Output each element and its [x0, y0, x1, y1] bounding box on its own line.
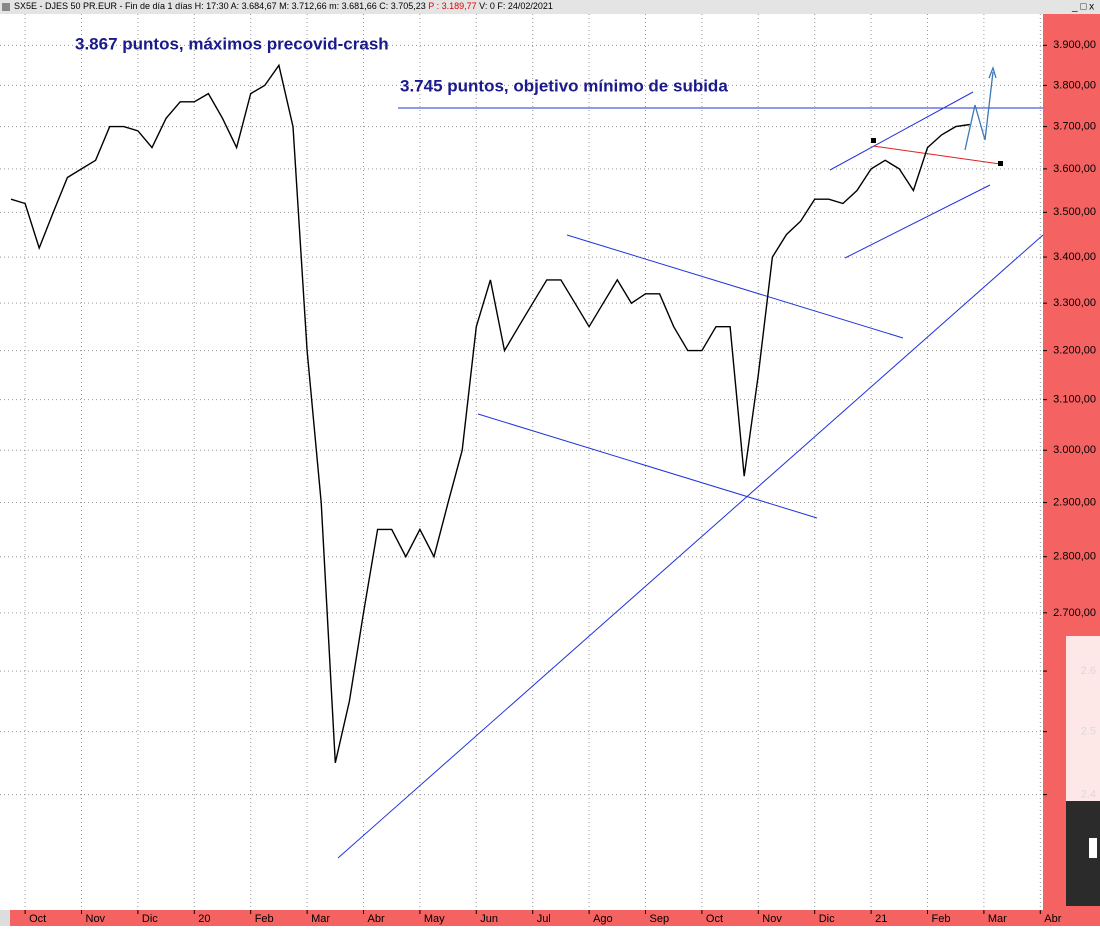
x-tick-label: Mar [988, 913, 1007, 925]
x-tick-label: Abr [368, 913, 385, 925]
x-tick-label: Oct [29, 913, 46, 925]
x-tick-label: Nov [762, 913, 782, 925]
y-tick-label: 2.900,00 [1053, 496, 1096, 508]
x-tick-label: Nov [86, 913, 106, 925]
x-tick-label: May [424, 913, 445, 925]
x-tick-label: Dic [142, 913, 158, 925]
x-tick-label: 20 [198, 913, 210, 925]
window-controls[interactable]: _ □ x [1071, 2, 1094, 13]
x-tick-label: 21 [875, 913, 887, 925]
overlay-icon [1089, 838, 1097, 858]
annotation: 3.745 puntos, objetivo mínimo de subida [400, 76, 728, 95]
y-tick-label: 3.600,00 [1053, 163, 1096, 175]
projection-arrow [964, 71, 994, 151]
x-tick-label: Jun [480, 913, 498, 925]
x-tick-label: Abr [1044, 913, 1061, 925]
x-tick-label: Oct [706, 913, 723, 925]
arrow-head [988, 66, 997, 79]
header-tail: V: 0 F: 24/02/2021 [479, 1, 553, 11]
y-tick-label: 3.000,00 [1053, 444, 1096, 456]
anchor [871, 138, 876, 143]
channel-upper [566, 234, 904, 339]
y-tick-label: 3.100,00 [1053, 394, 1096, 406]
y-tick-label: 3.400,00 [1053, 251, 1096, 263]
y-tick-label: 3.300,00 [1053, 297, 1096, 309]
anchor [998, 161, 1003, 166]
y-tick-label: 2.800,00 [1053, 551, 1096, 563]
header-info: SX5E - DJES 50 PR.EUR - Fin de día 1 día… [14, 1, 426, 11]
header-text: SX5E - DJES 50 PR.EUR - Fin de día 1 día… [14, 1, 553, 11]
y-tick-label: 3.700,00 [1053, 120, 1096, 132]
wedge-upper [829, 91, 974, 171]
grid [0, 14, 1043, 908]
header-p: P : 3.189,77 [428, 1, 476, 11]
trendlines [337, 66, 1044, 859]
channel-lower [477, 413, 818, 519]
plot [10, 63, 970, 763]
y-tick-label: 3.800,00 [1053, 79, 1096, 91]
x-tick-label: Sep [650, 913, 670, 925]
y-tick-label: 3.900,00 [1053, 39, 1096, 51]
scroll-button[interactable] [0, 910, 10, 926]
x-tick-label: Feb [932, 913, 951, 925]
x-tick-label: Dic [819, 913, 835, 925]
x-axis-panel [0, 910, 1043, 926]
overlay-window [1066, 636, 1100, 801]
x-tick-label: Mar [311, 913, 330, 925]
y-tick-label: 3.500,00 [1053, 206, 1096, 218]
y-tick-label: 3.200,00 [1053, 345, 1096, 357]
y-tick-label: 2.700,00 [1053, 607, 1096, 619]
x-tick-label: Ago [593, 913, 613, 925]
window-icon [2, 3, 10, 11]
x-tick-label: Jul [537, 913, 551, 925]
annotation: 3.867 puntos, máximos precovid-crash [75, 34, 389, 53]
x-tick-label: Feb [255, 913, 274, 925]
price-line [10, 63, 970, 763]
x-axis: Oct Nov Dic 20 Feb Mar Abr May Jun Jul Ago Sep Oct No… [24, 910, 1062, 925]
title-bar [0, 0, 1100, 14]
resistance-line [872, 145, 1001, 165]
wedge-lower [844, 184, 991, 259]
support-line [337, 234, 1044, 859]
